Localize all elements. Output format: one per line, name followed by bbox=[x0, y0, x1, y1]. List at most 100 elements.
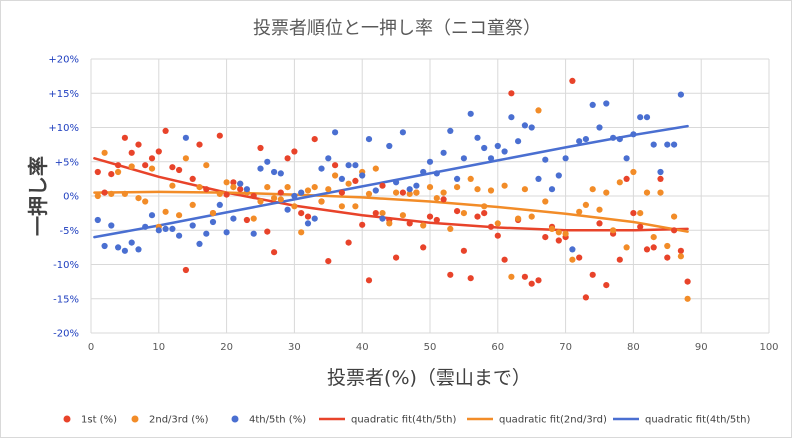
data-point-series-0 bbox=[345, 239, 352, 246]
y-tick-label: +15% bbox=[48, 89, 79, 100]
data-point-series-1 bbox=[379, 210, 386, 217]
data-point-series-1 bbox=[426, 184, 434, 191]
data-point-series-0 bbox=[467, 275, 474, 282]
data-point-series-2 bbox=[386, 142, 393, 150]
data-point-series-1 bbox=[562, 230, 569, 237]
data-point-series-2 bbox=[148, 212, 156, 219]
data-point-series-0 bbox=[440, 196, 447, 203]
data-point-series-0 bbox=[169, 164, 176, 171]
y-tick-label: -20% bbox=[53, 329, 79, 340]
x-tick-label: 90 bbox=[695, 342, 708, 353]
data-point-series-1 bbox=[250, 215, 257, 222]
x-tick-label: 40 bbox=[356, 342, 369, 353]
data-point-series-1 bbox=[304, 187, 312, 194]
data-point-series-0 bbox=[637, 223, 644, 230]
chart-title: 投票者順位と一押し率（ニコ童祭） bbox=[253, 18, 541, 39]
data-point-series-1 bbox=[257, 198, 264, 205]
data-point-series-2 bbox=[271, 168, 278, 176]
data-point-series-1 bbox=[182, 155, 189, 162]
data-point-series-0 bbox=[332, 162, 339, 169]
data-point-series-2 bbox=[426, 158, 434, 165]
legend: 1st (%) 2nd/3rd (%) 4th/5th (%) quadratic f… bbox=[63, 415, 751, 426]
data-point-series-2 bbox=[630, 131, 637, 138]
data-point-series-0 bbox=[264, 228, 271, 235]
data-point-series-2 bbox=[318, 165, 325, 172]
data-point-series-0 bbox=[365, 277, 373, 284]
fit-line-3 bbox=[93, 157, 689, 232]
data-point-series-1 bbox=[616, 179, 623, 186]
data-point-series-1 bbox=[271, 195, 278, 202]
data-point-series-0 bbox=[535, 277, 542, 284]
data-point-series-0 bbox=[148, 155, 156, 162]
data-point-series-2 bbox=[515, 138, 522, 145]
data-point-series-1 bbox=[386, 220, 393, 227]
data-point-series-0 bbox=[203, 186, 210, 193]
data-point-series-0 bbox=[101, 189, 108, 196]
data-point-series-0 bbox=[481, 210, 488, 217]
data-point-series-2 bbox=[671, 141, 678, 148]
data-point-series-1 bbox=[596, 206, 603, 213]
data-point-series-0 bbox=[155, 148, 162, 155]
data-point-series-0 bbox=[162, 127, 169, 134]
data-point-series-1 bbox=[189, 201, 196, 208]
data-point-series-1 bbox=[101, 149, 108, 156]
data-point-series-2 bbox=[189, 222, 196, 229]
data-point-series-1 bbox=[209, 210, 217, 217]
data-point-series-2 bbox=[494, 142, 501, 150]
data-point-series-1 bbox=[650, 234, 657, 241]
data-point-series-1 bbox=[664, 242, 671, 250]
data-point-series-2 bbox=[399, 129, 406, 136]
data-point-series-1 bbox=[115, 168, 122, 176]
data-point-series-2 bbox=[365, 136, 373, 143]
y-tick-label: -10% bbox=[53, 260, 79, 271]
data-point-series-2 bbox=[115, 244, 122, 251]
data-point-series-0 bbox=[176, 166, 183, 174]
data-point-series-0 bbox=[433, 216, 440, 224]
data-point-series-2 bbox=[284, 206, 291, 213]
data-point-series-2 bbox=[176, 232, 183, 239]
data-point-series-0 bbox=[487, 223, 495, 230]
data-point-series-1 bbox=[576, 208, 583, 215]
data-point-series-2 bbox=[657, 168, 664, 176]
legend-marker bbox=[131, 415, 139, 423]
grid-layer bbox=[90, 58, 770, 334]
data-point-series-1 bbox=[610, 227, 617, 234]
data-point-series-1 bbox=[440, 189, 447, 196]
legend-label: quadratic fit(2nd/3rd) bbox=[499, 415, 607, 426]
data-point-series-2 bbox=[250, 230, 257, 237]
data-point-series-0 bbox=[359, 221, 366, 228]
fit-line-4 bbox=[93, 190, 689, 233]
data-point-series-0 bbox=[406, 220, 413, 227]
data-point-series-0 bbox=[650, 244, 657, 251]
data-point-series-1 bbox=[311, 184, 318, 191]
data-point-series-0 bbox=[542, 234, 549, 241]
data-point-series-1 bbox=[196, 184, 203, 191]
data-point-series-2 bbox=[264, 158, 271, 165]
data-point-series-2 bbox=[433, 170, 440, 177]
data-point-series-1 bbox=[169, 182, 176, 189]
data-point-series-2 bbox=[196, 240, 203, 247]
data-point-series-1 bbox=[474, 186, 481, 193]
data-point-series-0 bbox=[576, 254, 583, 261]
data-point-series-1 bbox=[548, 225, 556, 232]
data-point-series-0 bbox=[474, 213, 481, 220]
data-point-series-2 bbox=[216, 201, 223, 208]
data-point-series-2 bbox=[569, 246, 576, 253]
data-point-series-2 bbox=[155, 227, 162, 234]
data-point-series-0 bbox=[216, 132, 223, 139]
data-point-series-0 bbox=[243, 216, 250, 224]
y-tick-label: -5% bbox=[60, 226, 79, 237]
data-point-series-1 bbox=[603, 189, 610, 196]
data-point-series-0 bbox=[664, 254, 671, 261]
data-point-series-0 bbox=[460, 247, 467, 254]
data-point-series-2 bbox=[664, 141, 671, 148]
data-point-series-0 bbox=[257, 144, 264, 152]
data-point-series-1 bbox=[393, 189, 400, 196]
data-point-series-2 bbox=[508, 114, 515, 121]
data-point-series-2 bbox=[277, 170, 284, 177]
data-point-series-2 bbox=[535, 175, 542, 182]
data-point-series-2 bbox=[230, 215, 237, 222]
data-point-series-2 bbox=[677, 91, 685, 98]
data-point-series-1 bbox=[630, 168, 637, 176]
